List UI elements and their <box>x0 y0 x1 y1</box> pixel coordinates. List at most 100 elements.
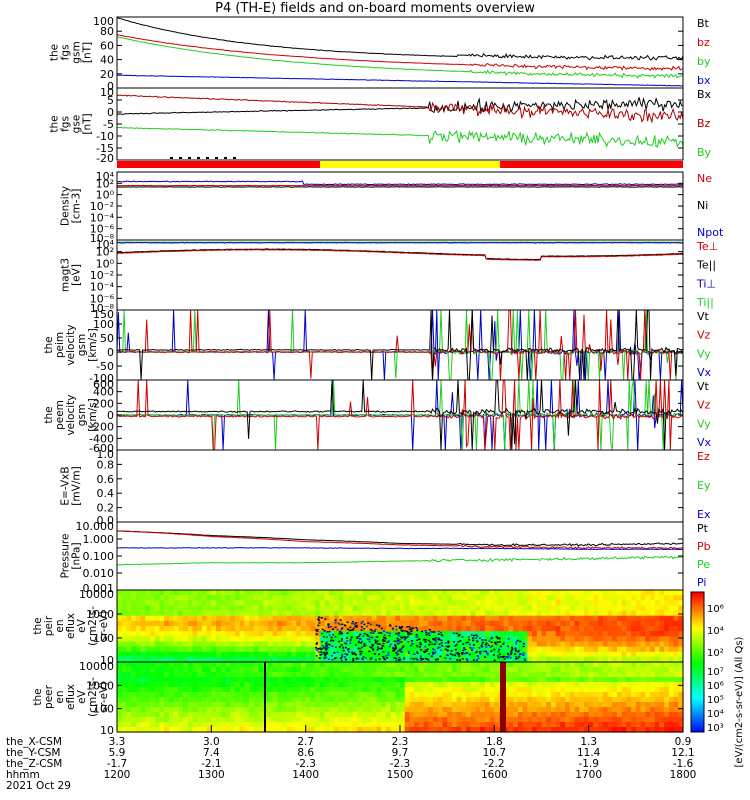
y-axis-label: peer <box>43 684 55 709</box>
y-tick-label: 10⁰ <box>96 189 115 202</box>
y-axis-label: eflux <box>65 613 77 639</box>
legend-entry: Vz <box>697 329 711 342</box>
y-tick-label: 10² <box>96 246 114 259</box>
x-axis: the_X-CSM 3.3 3.0 2.7 2.3 1.8 1.3 0.9 the_Y-CSM 5… <box>6 725 696 792</box>
y-tick-label: 10000 <box>79 588 114 601</box>
series-Ti-perp <box>116 241 684 244</box>
y-tick-label: 1.000 <box>83 533 115 546</box>
legend-entry: Vx <box>697 436 712 449</box>
x-tick-label: 1400 <box>292 769 319 781</box>
x-row-label: the_X-CSM <box>6 736 62 748</box>
colorbar-tick-label: 10⁷ <box>707 667 724 678</box>
legend-entry: Pe <box>697 558 710 571</box>
panel-peir_spec: 10000 1000 100 10 the peir en eflux eV (cm2-s-sr-… <box>32 588 684 667</box>
x-tick-label: 9.7 <box>392 747 409 759</box>
panel-frame <box>116 171 684 241</box>
y-tick-label: 0 <box>107 409 114 422</box>
mode-bar-segment <box>320 161 500 168</box>
y-tick-label: -50 <box>96 360 114 373</box>
y-tick-label: 10⁻⁸ <box>90 302 115 315</box>
series-peem-Vz <box>116 379 684 451</box>
x-tick-label: -2.3 <box>390 758 411 770</box>
y-axis-label: velocity <box>65 394 77 435</box>
y-axis-label: (cm2-s- <box>87 677 99 717</box>
y-axis-label: peem <box>54 400 66 430</box>
y-axis-label: [km/s] <box>87 328 99 362</box>
legend-entry: bx <box>697 74 711 87</box>
y-tick-label: 40 <box>100 54 114 67</box>
y-axis-label: [nT] <box>82 113 94 134</box>
y-axis-label: Density <box>60 186 72 226</box>
y-tick-label: 10⁻² <box>90 269 114 282</box>
y-axis-label: gsm <box>76 404 88 426</box>
legend-entry: Te|| <box>696 259 716 272</box>
y-tick-label: 0.4 <box>97 487 115 500</box>
y-tick-label: -600 <box>89 442 114 455</box>
y-axis-label: the <box>49 115 61 132</box>
y-tick-label: 10⁻⁶ <box>90 223 115 236</box>
x-row-label: the_Z-CSM <box>6 758 62 770</box>
x-tick-label: -1.9 <box>578 758 599 770</box>
y-tick-label: 10⁻⁴ <box>90 281 115 294</box>
series-Pi <box>116 546 684 551</box>
legend-entry: By <box>697 146 712 159</box>
y-tick-label: 100 <box>93 703 114 716</box>
x-tick-label: 1.3 <box>580 736 597 748</box>
y-axis-label: peir <box>43 615 55 636</box>
x-tick-label: -2.3 <box>295 758 316 770</box>
y-tick-label: 20 <box>100 68 114 81</box>
y-tick-label: 0.100 <box>83 550 115 563</box>
y-tick-label: 1.0 <box>97 448 115 461</box>
colorbar-tick-label: 10⁵ <box>707 695 724 706</box>
y-tick-label: 100 <box>93 15 114 28</box>
y-axis-label: fgs <box>60 45 72 61</box>
x-tick-label: 1500 <box>387 769 414 781</box>
legend-entry: Ne <box>697 172 712 185</box>
mode-bar-tick <box>179 157 182 159</box>
x-tick-label: -2.1 <box>201 758 222 770</box>
colorbar-label: [eV/(cm2-s-sr-eV)] (All Qs) <box>734 636 745 767</box>
y-axis-label: magt3 <box>60 258 72 292</box>
colorbar-tick-label: 10⁴ <box>707 626 724 637</box>
x-tick-label: 3.0 <box>203 736 220 748</box>
colorbar: 10⁶ 10⁴ 10² 10⁷ 10⁶ 10⁵ 10⁴ 10³ [eV/(cm2-s-sr-eV… <box>690 591 745 767</box>
y-tick-label: 10⁻⁸ <box>90 232 115 245</box>
y-axis-label: Pressure <box>60 534 72 579</box>
series-By <box>116 126 684 149</box>
y-tick-label: 10.000 <box>76 520 115 533</box>
y-axis-label: en <box>54 619 66 632</box>
y-tick-label: 10⁻⁶ <box>90 292 115 305</box>
y-tick-label: -100 <box>89 372 114 385</box>
y-tick-label: 10⁰ <box>96 257 115 270</box>
legend-entry: Ti|| <box>696 296 714 309</box>
colorbar-tick-label: 10³ <box>707 723 724 734</box>
legend-entry: by <box>697 55 711 68</box>
series-Bz <box>116 94 684 124</box>
mode-bar-tick <box>215 157 218 159</box>
legend-entry: Vy <box>697 347 711 360</box>
legend-entry: Ti⊥ <box>696 277 716 290</box>
legend-entry: Vt <box>697 380 710 393</box>
y-axis-label: eflux <box>65 684 77 710</box>
y-tick-label: 400 <box>93 386 114 399</box>
series-Pt <box>116 530 684 547</box>
y-tick-label: -400 <box>89 432 114 445</box>
y-tick-label: 0 <box>107 106 114 119</box>
y-axis-label: [nT] <box>82 42 94 63</box>
legend-entry: bz <box>697 36 710 49</box>
y-axis-label: the <box>43 406 55 423</box>
y-tick-label: 200 <box>93 397 114 410</box>
y-tick-label: 0.010 <box>83 567 115 580</box>
y-axis-label: velocity <box>65 324 77 365</box>
y-tick-label: 10 <box>100 654 114 667</box>
series-Te-perp <box>116 249 684 262</box>
y-axis-label: [mV/m] <box>71 466 83 505</box>
page-title: P4 (TH-E) fields and on-board moments ov… <box>215 1 535 16</box>
x-tick-label: 2.7 <box>297 736 314 748</box>
series-peim-Vt <box>116 309 684 381</box>
y-tick-label: 10² <box>96 177 114 190</box>
legend-entry: Vt <box>697 310 710 323</box>
y-axis-label: gsm <box>76 334 88 356</box>
